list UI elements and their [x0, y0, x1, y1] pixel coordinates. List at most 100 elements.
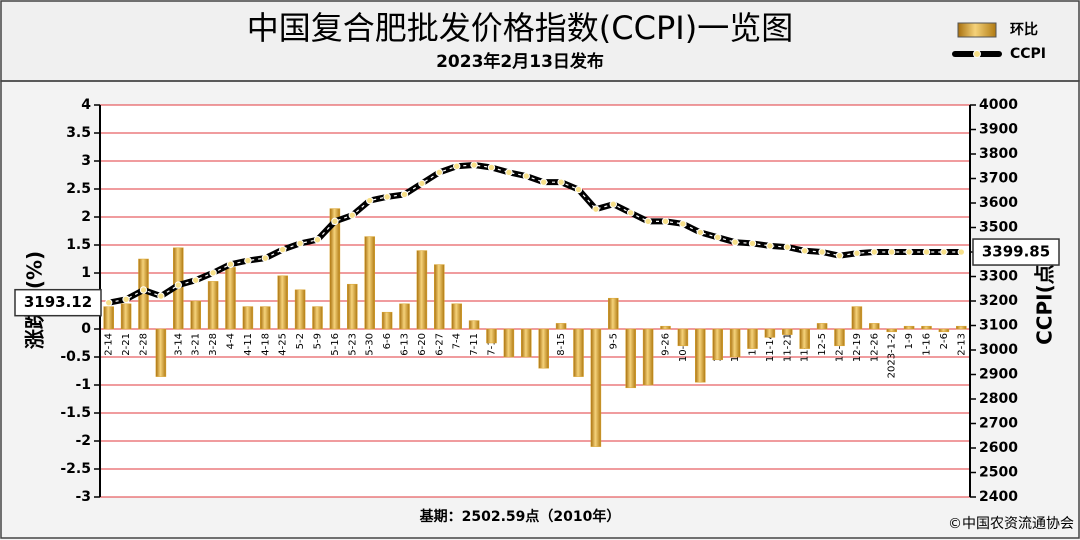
y2-tick-label: 3200 — [979, 293, 1018, 309]
y2-tick-label: 3700 — [979, 171, 1018, 187]
bar — [434, 264, 445, 330]
x-tick-label: 12-26 — [869, 333, 880, 362]
line-point — [383, 193, 391, 201]
bar — [399, 303, 410, 330]
line-point — [209, 269, 217, 277]
y-tick-label: 3 — [81, 153, 91, 169]
bar — [938, 328, 950, 333]
line-point — [853, 249, 861, 257]
bar — [503, 328, 515, 358]
line-point — [331, 217, 339, 226]
x-tick-label: 6-27 — [434, 333, 445, 356]
line-point — [627, 209, 635, 217]
line-point — [522, 172, 530, 180]
x-tick-label: 2-21 — [121, 333, 132, 356]
line-point — [453, 162, 461, 170]
y-tick-label: 0 — [81, 321, 91, 337]
bar — [642, 328, 654, 386]
line-point — [261, 254, 269, 262]
value-label-box — [972, 238, 1060, 266]
x-tick-label: 2-13 — [956, 333, 967, 356]
y-tick-label: -3 — [75, 489, 91, 505]
x-tick-label: 5-16 — [330, 333, 341, 356]
line-point — [505, 168, 513, 177]
y2-tick-label: 3500 — [979, 220, 1018, 236]
bar — [869, 323, 880, 330]
line-point — [905, 248, 913, 256]
bar — [921, 325, 932, 330]
y2-tick-label: 3800 — [979, 146, 1018, 162]
x-tick-label: 12-19 — [852, 333, 863, 362]
bar — [347, 283, 358, 330]
bar — [294, 289, 306, 330]
y-tick-label: 1 — [81, 265, 91, 281]
bar — [660, 325, 671, 330]
bar — [608, 297, 619, 330]
value-label: 3399.85 — [982, 243, 1050, 261]
bar — [886, 328, 897, 333]
x-tick-label: 2-28 — [139, 333, 150, 356]
x-tick-label: 5-23 — [347, 333, 358, 356]
line-point — [400, 190, 409, 199]
y-tick-label: -0.5 — [60, 349, 91, 365]
y-tick-label: 2.5 — [66, 181, 91, 197]
footer: 基期：2502.59点（2010年） — [420, 508, 621, 525]
x-tick-label: 10-10 — [678, 333, 689, 362]
y-tick-label: 2 — [81, 209, 91, 225]
bar — [207, 281, 219, 330]
line-point — [435, 168, 443, 177]
y-tick-label: 1.5 — [66, 237, 91, 253]
x-tick-label: 12-12 — [835, 333, 846, 362]
line-point — [957, 248, 965, 256]
chart-subtitle: 2023年2月13日发布 — [436, 51, 604, 72]
x-tick-label: 7-11 — [469, 333, 480, 356]
bar — [903, 325, 915, 330]
legend-swatch — [957, 22, 997, 38]
y2-tick-label: 3300 — [979, 269, 1018, 285]
line-point — [105, 298, 113, 307]
bar — [329, 208, 341, 330]
x-tick-label: 2-14 — [104, 333, 115, 356]
y2-axis-label: CCPI(点) — [1033, 255, 1057, 345]
bar — [677, 328, 689, 347]
legend-swatch-point — [973, 50, 981, 58]
line-point — [470, 161, 478, 169]
x-tick-label: 9-5 — [608, 333, 619, 349]
bar — [225, 267, 236, 330]
x-tick-label: 8-15 — [556, 333, 567, 356]
bar — [381, 311, 393, 330]
line-point — [714, 233, 722, 242]
line-point — [696, 228, 704, 237]
bar — [451, 303, 462, 330]
line-point — [244, 256, 252, 265]
y2-tick-label: 2900 — [979, 367, 1018, 383]
line-point — [888, 248, 896, 256]
line-point — [192, 276, 200, 284]
line-point — [870, 248, 878, 256]
x-tick-label: 4-11 — [243, 333, 254, 356]
y2-tick-label: 2800 — [979, 391, 1018, 407]
line-point — [922, 248, 931, 256]
line-point — [766, 242, 774, 250]
frame — [0, 80, 1080, 539]
bar — [521, 328, 532, 358]
x-tick-label: 11-14 — [765, 333, 776, 362]
line-point — [679, 220, 687, 228]
line-point — [557, 178, 565, 186]
x-tick-label: 7-4 — [452, 333, 463, 349]
line-point — [940, 248, 948, 256]
x-tick-label: 12-5 — [817, 333, 828, 356]
source: ©中国农资流通协会 — [948, 516, 1074, 532]
line-point — [313, 236, 322, 244]
line-point — [279, 245, 287, 254]
x-tick-label: 3-14 — [173, 333, 184, 356]
bar — [103, 306, 114, 330]
bar — [729, 328, 741, 358]
line-point — [748, 239, 757, 248]
bar — [625, 328, 636, 389]
bar — [764, 328, 776, 338]
x-tick-label: 11-21 — [782, 333, 793, 362]
x-tick-label: 5-9 — [313, 333, 324, 349]
bar — [851, 306, 863, 330]
